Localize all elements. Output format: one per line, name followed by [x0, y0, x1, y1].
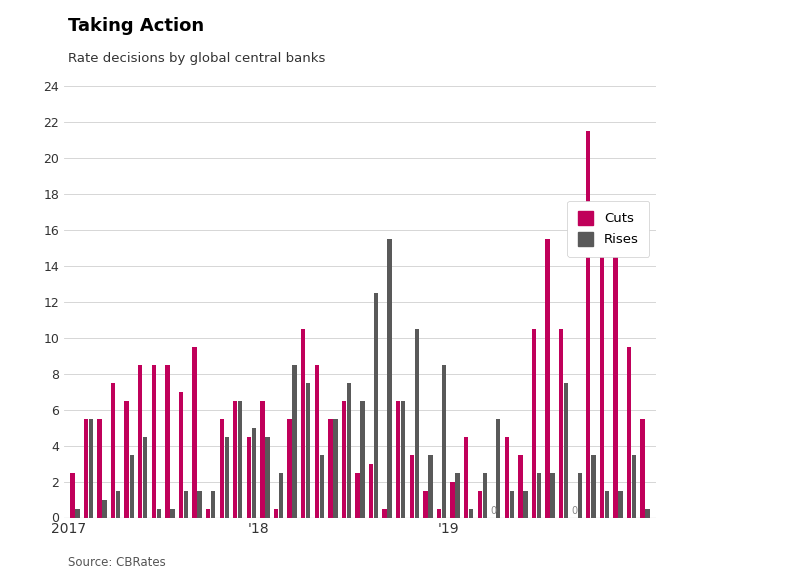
- Bar: [225, 436, 229, 518]
- Bar: [274, 508, 278, 518]
- Bar: [138, 365, 142, 518]
- Bar: [157, 508, 161, 518]
- Bar: [600, 203, 604, 518]
- Bar: [320, 455, 324, 518]
- Bar: [632, 455, 636, 518]
- Bar: [387, 239, 392, 518]
- Bar: [464, 436, 468, 518]
- Bar: [301, 329, 306, 518]
- Bar: [125, 401, 129, 518]
- Bar: [646, 508, 650, 518]
- Bar: [605, 490, 609, 518]
- Bar: [84, 419, 88, 518]
- Bar: [523, 490, 528, 518]
- Bar: [314, 365, 319, 518]
- Bar: [111, 383, 115, 518]
- Text: Rate decisions by global central banks: Rate decisions by global central banks: [68, 52, 326, 65]
- Bar: [618, 490, 622, 518]
- Bar: [70, 473, 74, 518]
- Bar: [170, 508, 174, 518]
- Bar: [374, 293, 378, 518]
- Bar: [401, 401, 406, 518]
- Bar: [532, 329, 536, 518]
- Bar: [184, 490, 188, 518]
- Bar: [564, 383, 568, 518]
- Bar: [130, 455, 134, 518]
- Bar: [219, 419, 224, 518]
- Bar: [423, 490, 427, 518]
- Bar: [586, 131, 590, 518]
- Text: 0: 0: [572, 505, 578, 516]
- Bar: [198, 490, 202, 518]
- Bar: [102, 500, 106, 518]
- Bar: [578, 473, 582, 518]
- Bar: [192, 347, 197, 518]
- Bar: [342, 401, 346, 518]
- Bar: [287, 419, 292, 518]
- Bar: [143, 436, 147, 518]
- Bar: [166, 365, 170, 518]
- Bar: [75, 508, 79, 518]
- Bar: [450, 482, 454, 518]
- Bar: [414, 329, 419, 518]
- Text: Source: CBRates: Source: CBRates: [68, 556, 166, 569]
- Bar: [98, 419, 102, 518]
- Bar: [518, 455, 522, 518]
- Bar: [396, 401, 400, 518]
- Bar: [442, 365, 446, 518]
- Bar: [293, 365, 297, 518]
- Bar: [260, 401, 265, 518]
- Bar: [252, 428, 256, 518]
- Text: 0: 0: [490, 505, 496, 516]
- Bar: [614, 203, 618, 518]
- Bar: [152, 365, 156, 518]
- Bar: [410, 455, 414, 518]
- Bar: [559, 329, 563, 518]
- Bar: [496, 419, 501, 518]
- Bar: [546, 239, 550, 518]
- Bar: [382, 508, 387, 518]
- Bar: [246, 436, 251, 518]
- Bar: [333, 419, 338, 518]
- Bar: [306, 383, 310, 518]
- Bar: [550, 473, 554, 518]
- Bar: [369, 463, 374, 518]
- Bar: [355, 473, 360, 518]
- Bar: [360, 401, 365, 518]
- Bar: [279, 473, 283, 518]
- Bar: [469, 508, 474, 518]
- Bar: [116, 490, 120, 518]
- Bar: [591, 455, 595, 518]
- Bar: [510, 490, 514, 518]
- Bar: [437, 508, 441, 518]
- Bar: [206, 508, 210, 518]
- Bar: [537, 473, 541, 518]
- Legend: Cuts, Rises: Cuts, Rises: [567, 201, 650, 257]
- Bar: [211, 490, 215, 518]
- Bar: [627, 347, 631, 518]
- Bar: [428, 455, 433, 518]
- Text: Taking Action: Taking Action: [68, 17, 204, 35]
- Bar: [455, 473, 460, 518]
- Bar: [482, 473, 487, 518]
- Bar: [505, 436, 509, 518]
- Bar: [328, 419, 333, 518]
- Bar: [238, 401, 242, 518]
- Bar: [346, 383, 351, 518]
- Bar: [233, 401, 238, 518]
- Bar: [179, 392, 183, 518]
- Bar: [641, 419, 645, 518]
- Bar: [478, 490, 482, 518]
- Bar: [89, 419, 93, 518]
- Bar: [266, 436, 270, 518]
